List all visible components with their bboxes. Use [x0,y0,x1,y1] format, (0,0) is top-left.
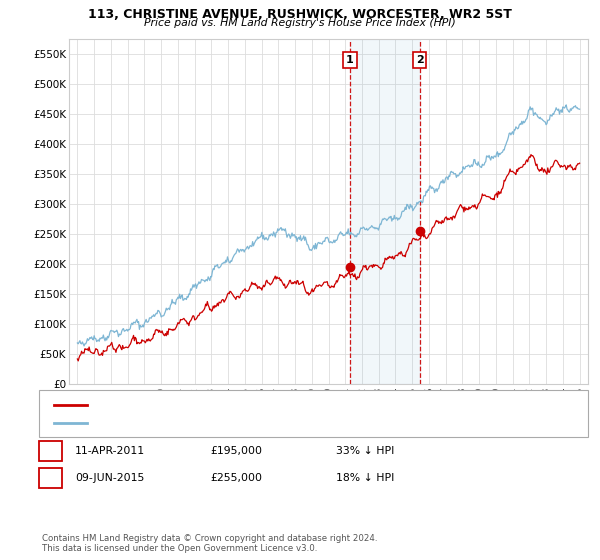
Text: 2: 2 [47,473,54,483]
Text: 33% ↓ HPI: 33% ↓ HPI [336,446,394,456]
Text: HPI: Average price, detached house, Malvern Hills: HPI: Average price, detached house, Malv… [93,418,342,427]
Text: 1: 1 [346,55,354,65]
Text: 2: 2 [416,55,424,65]
Text: £255,000: £255,000 [210,473,262,483]
Text: Price paid vs. HM Land Registry's House Price Index (HPI): Price paid vs. HM Land Registry's House … [144,18,456,28]
Text: £195,000: £195,000 [210,446,262,456]
Text: 18% ↓ HPI: 18% ↓ HPI [336,473,394,483]
Text: Contains HM Land Registry data © Crown copyright and database right 2024.
This d: Contains HM Land Registry data © Crown c… [42,534,377,553]
Text: 1: 1 [47,446,54,456]
Text: 11-APR-2011: 11-APR-2011 [75,446,145,456]
Bar [350,39,419,384]
Text: 09-JUN-2015: 09-JUN-2015 [75,473,145,483]
Text: 113, CHRISTINE AVENUE, RUSHWICK, WORCESTER, WR2 5ST: 113, CHRISTINE AVENUE, RUSHWICK, WORCEST… [88,8,512,21]
Text: 113, CHRISTINE AVENUE, RUSHWICK, WORCESTER, WR2 5ST (detached house): 113, CHRISTINE AVENUE, RUSHWICK, WORCEST… [93,400,486,409]
